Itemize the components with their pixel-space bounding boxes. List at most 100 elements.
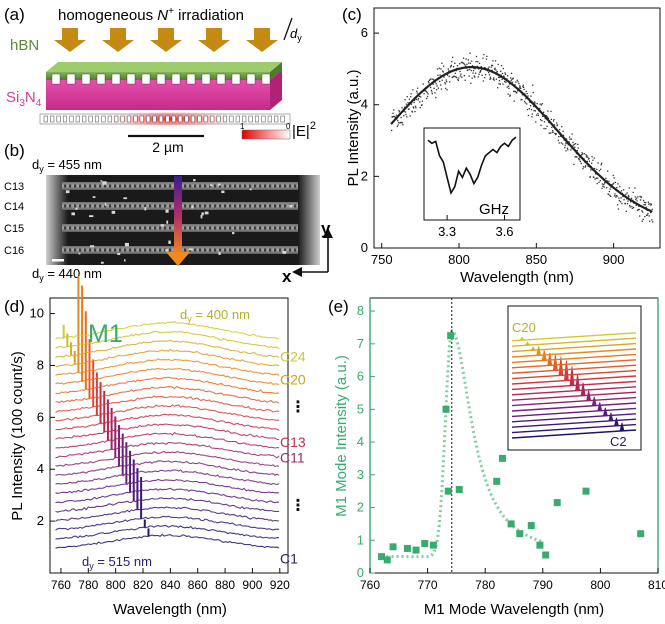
pl-point: [459, 75, 462, 77]
hbn-top-face: [46, 62, 282, 72]
inset-ticks: 3.3 3.6: [438, 215, 514, 239]
mode-point: [582, 487, 590, 495]
pl-point: [530, 95, 532, 97]
nanobeam-hole: [171, 115, 176, 123]
spectrum-series: [55, 519, 280, 540]
pl-point: [507, 85, 510, 87]
pl-point: [641, 210, 643, 212]
pl-point: [601, 183, 604, 185]
y-tick-label: 4: [357, 434, 364, 449]
inset-peak: [602, 407, 608, 416]
sem-hole: [134, 226, 137, 230]
crystal-hole: [261, 73, 271, 85]
hbn-label: hBN: [10, 37, 39, 54]
pl-point: [478, 73, 480, 75]
spectrum-line: [55, 330, 280, 350]
inset-bottom-label: C2: [610, 434, 627, 449]
pl-point: [442, 70, 444, 72]
pl-point: [613, 177, 615, 179]
sem-hole: [244, 226, 247, 230]
sem-hole: [114, 184, 117, 188]
pl-point: [564, 146, 566, 149]
pl-point: [591, 156, 593, 158]
pl-point: [460, 61, 462, 64]
sem-hole: [109, 248, 112, 252]
pl-point: [458, 77, 460, 79]
pl-point: [552, 131, 554, 133]
pl-point: [622, 195, 624, 198]
sem-hole: [219, 184, 222, 188]
sem-particle: [117, 253, 121, 256]
panel-a-label: (a): [4, 5, 25, 24]
pl-point: [558, 128, 561, 131]
pl-point: [581, 153, 584, 155]
pl-point: [503, 80, 506, 83]
spectrum-line: [55, 478, 280, 494]
pl-point: [532, 91, 534, 94]
pl-point: [397, 124, 399, 126]
spectrum-series: [55, 359, 280, 414]
sem-hole: [134, 248, 137, 252]
pl-point: [616, 187, 618, 189]
sem-hole: [284, 184, 287, 188]
pl-point: [523, 86, 525, 88]
inset-top-label: C20: [512, 320, 536, 335]
spectrum-series: [55, 390, 280, 441]
pl-point: [500, 74, 502, 76]
sem-hole: [159, 226, 162, 230]
pl-point: [416, 87, 419, 89]
pl-point: [499, 76, 501, 79]
pl-point: [442, 71, 444, 73]
sem-particle: [165, 209, 169, 213]
pl-point: [636, 209, 639, 211]
pl-point: [484, 76, 486, 79]
pl-point: [642, 218, 644, 221]
pl-point: [632, 191, 634, 194]
pl-point: [557, 139, 559, 141]
pl-point: [514, 84, 516, 86]
sin-layer: [46, 80, 270, 110]
sem-particle: [221, 190, 225, 194]
sem-hole: [109, 226, 112, 230]
inset-series: [511, 396, 637, 407]
pl-point: [480, 65, 482, 68]
pl-point: [462, 62, 464, 64]
sem-hole: [289, 248, 292, 252]
sem-hole: [219, 226, 222, 230]
pl-point: [400, 116, 402, 119]
pl-point: [468, 62, 470, 64]
mode-point: [378, 553, 386, 561]
inset-series: [511, 413, 637, 423]
pl-point: [540, 104, 543, 106]
pl-point: [587, 156, 589, 158]
scale-label: 2 µm: [152, 139, 183, 155]
spectrum-line: [55, 423, 280, 441]
sem-hole: [149, 184, 152, 188]
pl-point: [422, 83, 424, 85]
nanobeam-hole: [197, 115, 202, 123]
pl-point: [481, 74, 483, 77]
pl-point: [439, 80, 441, 83]
nanobeam-hole: [158, 115, 164, 123]
pl-point: [468, 68, 471, 71]
pl-point: [647, 212, 649, 215]
panel-e: (e) 760 770 780 790 800 810 0 1 2 3 4 5 6 7 8 M1 Mode …: [328, 297, 665, 618]
pl-point: [502, 83, 504, 85]
pl-point: [553, 118, 555, 121]
pl-point: [478, 68, 480, 70]
nanobeam-hole: [274, 115, 279, 123]
sem-hole: [279, 248, 282, 252]
pl-point: [491, 69, 493, 71]
sem-hole: [209, 204, 212, 208]
spectrum-line: [55, 413, 280, 432]
sem-hole: [239, 226, 242, 230]
y-tick-label: 8: [357, 303, 364, 318]
sem-row-label: C14: [4, 201, 24, 213]
pl-point: [434, 92, 436, 94]
pl-point: [501, 72, 504, 75]
sem-hole: [134, 204, 137, 208]
pl-point: [626, 192, 628, 194]
sem-hole: [119, 248, 122, 252]
pl-point: [585, 156, 588, 158]
pl-point: [510, 79, 512, 82]
